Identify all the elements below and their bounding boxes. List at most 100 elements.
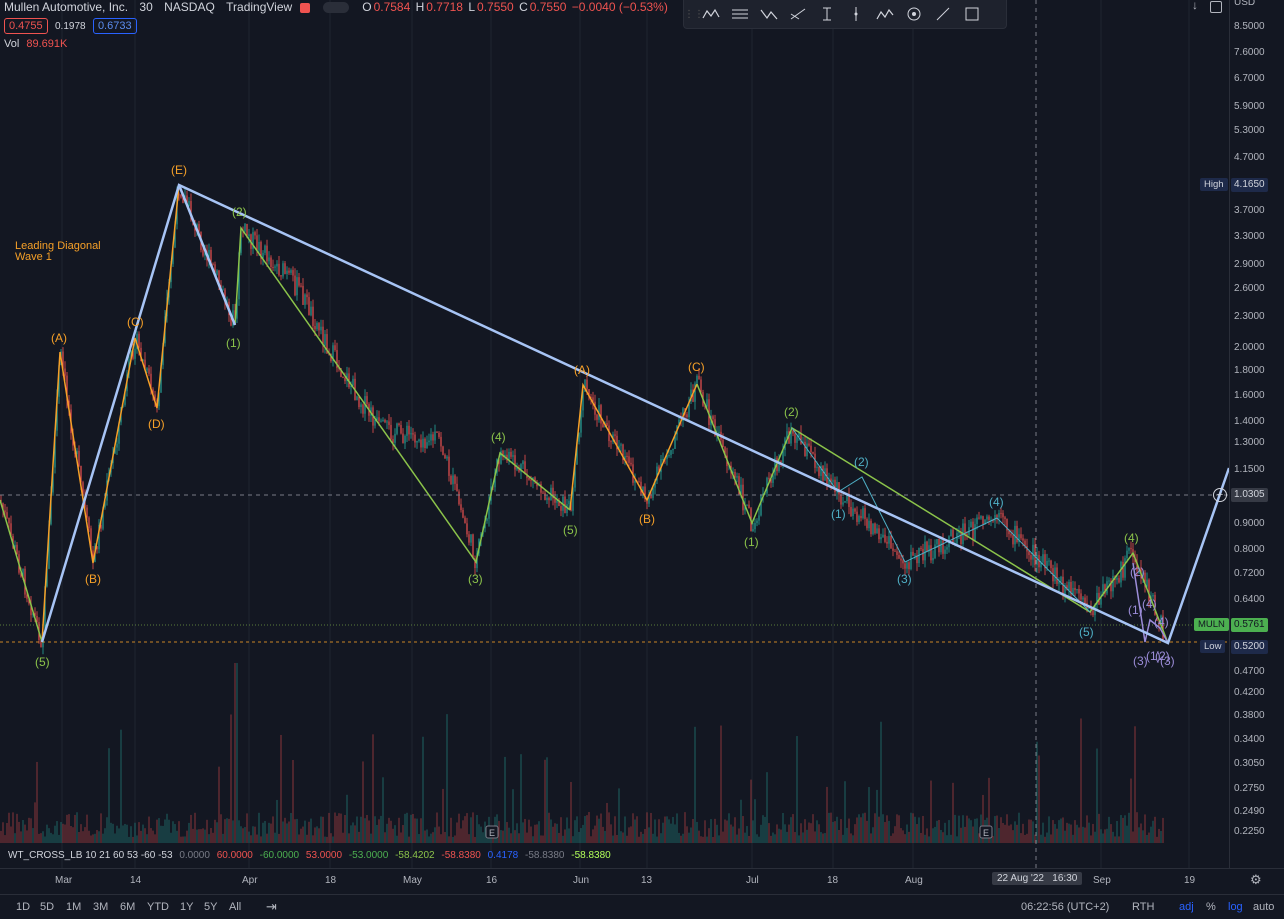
vertical-line-icon[interactable] <box>841 0 870 28</box>
currency-label[interactable]: USD <box>1234 0 1256 8</box>
volume-bar <box>388 817 390 843</box>
candle-body <box>910 551 912 570</box>
volume-bar <box>804 819 806 843</box>
volume-bar <box>992 836 994 843</box>
range-6m-button[interactable]: 6M <box>120 901 136 913</box>
purple-wave-line <box>1132 562 1169 644</box>
elliott-correction-icon[interactable] <box>754 0 783 28</box>
candle-body <box>552 487 554 499</box>
add-alert-icon[interactable]: + <box>1213 488 1227 502</box>
chart-settings-icon[interactable]: ⚙ <box>1250 872 1262 887</box>
volume-bar <box>1144 814 1146 843</box>
candle-body <box>510 451 512 457</box>
candle-body <box>888 536 890 544</box>
ask-button[interactable]: 0.6733 <box>92 18 137 34</box>
time-axis[interactable]: Mar 14 Apr 18 May 16 Jun 13 Jul 18 Aug S… <box>0 868 1284 891</box>
drag-handle-icon[interactable]: ⋮⋮ <box>684 8 704 20</box>
candle-body <box>650 495 652 498</box>
orange-wave-line <box>41 184 180 643</box>
wave-annotation[interactable]: Leading Diagonal Wave 1 <box>15 241 101 263</box>
range-1d-button[interactable]: 1D <box>16 901 31 913</box>
volume-bar <box>244 827 246 843</box>
candle-body <box>210 249 212 264</box>
price-chart[interactable]: (5) (A) (B) (C) (D) (E) (2) (1) (3) (4) … <box>0 0 1229 868</box>
candle-body <box>742 484 744 511</box>
indicator-value: -58.8380 <box>571 850 611 861</box>
bid-button[interactable]: 0.4755 <box>4 18 48 34</box>
eye-icon[interactable] <box>322 2 349 14</box>
volume-bar <box>1020 833 1022 843</box>
volume-bar <box>216 822 218 843</box>
volume-bar <box>1006 814 1008 843</box>
range-ytd-button[interactable]: YTD <box>147 901 169 913</box>
target-circle-icon[interactable] <box>899 0 928 28</box>
candle-body <box>518 467 520 472</box>
volume-bar <box>1082 826 1084 843</box>
volume-bar <box>462 820 464 843</box>
fib-tools-icon[interactable] <box>783 0 812 28</box>
range-1y-button[interactable]: 1Y <box>180 901 194 913</box>
volume-bar <box>866 820 868 843</box>
volume-bar <box>400 832 402 843</box>
text-cursor-icon[interactable] <box>812 0 841 28</box>
rectangle-icon[interactable] <box>957 0 986 28</box>
candle-body <box>834 479 836 493</box>
candle-body <box>208 249 210 261</box>
wave-label: (2) <box>1155 649 1170 663</box>
volume-bar <box>124 823 126 843</box>
symbol-tag: MULN <box>1194 618 1229 631</box>
candle-body <box>506 454 508 461</box>
lines-icon[interactable] <box>725 0 754 28</box>
volume-bar <box>976 818 978 843</box>
volume-bar <box>508 827 510 843</box>
candle-body <box>426 442 428 448</box>
range-1m-button[interactable]: 1M <box>66 901 82 913</box>
candle-body <box>618 445 620 450</box>
volume-bar <box>418 834 420 843</box>
volume-bar <box>142 824 144 843</box>
range-5d-button[interactable]: 5D <box>40 901 55 913</box>
log-toggle[interactable]: log <box>1228 901 1243 913</box>
interval-label[interactable]: 30 <box>139 0 153 14</box>
volume-bar <box>930 780 932 843</box>
auto-toggle[interactable]: auto <box>1253 901 1275 913</box>
candle-body <box>332 345 334 361</box>
candle-body <box>256 235 258 251</box>
range-5y-button[interactable]: 5Y <box>204 901 218 913</box>
abcde-pattern-icon[interactable] <box>870 0 899 28</box>
percent-toggle[interactable]: % <box>1206 901 1216 913</box>
volume-bar <box>402 825 404 843</box>
price-axis[interactable]: USD 8.5000 7.6000 6.7000 5.9000 5.3000 4… <box>1229 0 1284 868</box>
scroll-down-icon[interactable]: ↓ <box>1192 0 1198 12</box>
earnings-marker[interactable]: E <box>485 825 499 839</box>
elliott-impulse-icon[interactable] <box>696 0 725 28</box>
go-to-date-icon[interactable]: ⇥ <box>266 899 277 914</box>
volume-bar <box>156 819 158 843</box>
volume-bar <box>60 821 62 843</box>
range-3m-button[interactable]: 3M <box>93 901 109 913</box>
volume-bar <box>950 834 952 843</box>
volume-bar <box>54 825 56 843</box>
candle-body <box>452 475 454 485</box>
candle-body <box>456 483 458 492</box>
spread-value: 0.1978 <box>55 21 86 32</box>
volume-bar <box>68 814 70 843</box>
volume-bar <box>754 799 756 843</box>
candle-body <box>678 420 680 426</box>
volume-bar <box>292 759 294 843</box>
candle-body <box>98 524 100 550</box>
candle-body <box>504 454 506 458</box>
adj-toggle[interactable]: adj <box>1179 901 1194 913</box>
trend-line-icon[interactable] <box>928 0 957 28</box>
range-all-button[interactable]: All <box>229 901 242 913</box>
clock-display[interactable]: 06:22:56 (UTC+2) <box>1021 901 1110 913</box>
symbol-name[interactable]: Mullen Automotive, Inc. <box>4 0 129 14</box>
volume-bar <box>310 818 312 843</box>
volume-bar <box>900 828 902 843</box>
volume-bar <box>1128 812 1130 843</box>
settings-square-icon[interactable] <box>1210 1 1222 13</box>
volume-bar <box>676 813 678 843</box>
indicator-legend[interactable]: WT_CROSS_LB 10 21 60 53 -60 -53 0.0000 6… <box>8 850 611 861</box>
session-button[interactable]: RTH <box>1132 901 1155 913</box>
earnings-marker[interactable]: E <box>979 825 993 839</box>
